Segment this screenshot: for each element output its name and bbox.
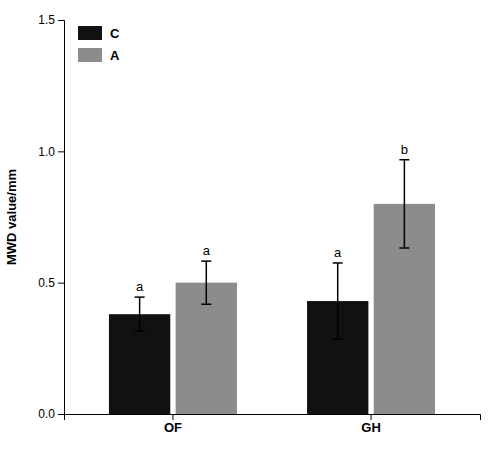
legend-item: A xyxy=(78,48,120,63)
legend-label: C xyxy=(110,26,120,41)
tick: 1.5 xyxy=(38,13,64,27)
tick-label: OF xyxy=(164,420,182,435)
y-axis-title: MWD value/mm xyxy=(4,169,19,265)
error-bar-cap xyxy=(201,260,211,262)
tick-label: 0.0 xyxy=(38,407,55,421)
tick-mark xyxy=(371,414,372,420)
tick-mark xyxy=(58,151,64,152)
y-axis: 0.0 0.5 1.0 1.5 xyxy=(38,13,64,421)
error-bar-line xyxy=(337,263,339,339)
x-axis: OF GH xyxy=(65,414,481,435)
tick-mark xyxy=(172,414,173,420)
error-bar xyxy=(399,160,409,248)
axis-domain xyxy=(58,21,65,415)
tick-mark xyxy=(58,283,64,284)
letter-label: a xyxy=(203,243,211,258)
legend: CA xyxy=(78,26,120,63)
legend-label: A xyxy=(110,48,120,63)
error-bar-line xyxy=(206,261,208,304)
tick-label: GH xyxy=(361,420,381,435)
error-bar xyxy=(201,261,211,304)
tick: 0.0 xyxy=(38,407,64,421)
error-bar-cap xyxy=(399,159,409,161)
series xyxy=(109,263,368,414)
legend-swatch xyxy=(78,48,102,62)
error-bar-cap xyxy=(333,338,343,340)
chart: 0.0 0.5 1.0 1.5 OF GH MWD value/mm a a a b CA xyxy=(0,0,500,454)
error-bar xyxy=(135,297,145,331)
axis-domain xyxy=(65,415,481,421)
error-bar xyxy=(333,263,343,339)
series xyxy=(176,160,435,414)
letter-label: a xyxy=(136,279,144,294)
letter-label: b xyxy=(401,142,408,157)
letters: a a a b xyxy=(136,142,408,294)
error-bar-cap xyxy=(333,262,343,264)
marks xyxy=(109,160,435,414)
error-bar-cap xyxy=(135,296,145,298)
letter-label: a xyxy=(334,245,342,260)
tick: 0.5 xyxy=(38,276,64,290)
tick-label: 1.0 xyxy=(38,145,55,159)
error-bar-cap xyxy=(201,303,211,305)
tick: OF xyxy=(164,414,182,435)
tick: 1.0 xyxy=(38,145,64,159)
tick-mark xyxy=(58,20,64,21)
tick-label: 0.5 xyxy=(38,276,55,290)
tick-label: 1.5 xyxy=(38,13,55,27)
error-bar-cap xyxy=(135,331,145,333)
tick: GH xyxy=(361,414,381,435)
plot: 0.0 0.5 1.0 1.5 OF GH MWD value/mm a a a b CA xyxy=(4,13,481,435)
error-bar-cap xyxy=(399,247,409,249)
legend-item: C xyxy=(78,26,120,41)
error-bar-line xyxy=(404,160,406,248)
legend-swatch xyxy=(78,26,102,40)
error-bar-line xyxy=(139,297,141,331)
tick-mark xyxy=(58,414,64,415)
